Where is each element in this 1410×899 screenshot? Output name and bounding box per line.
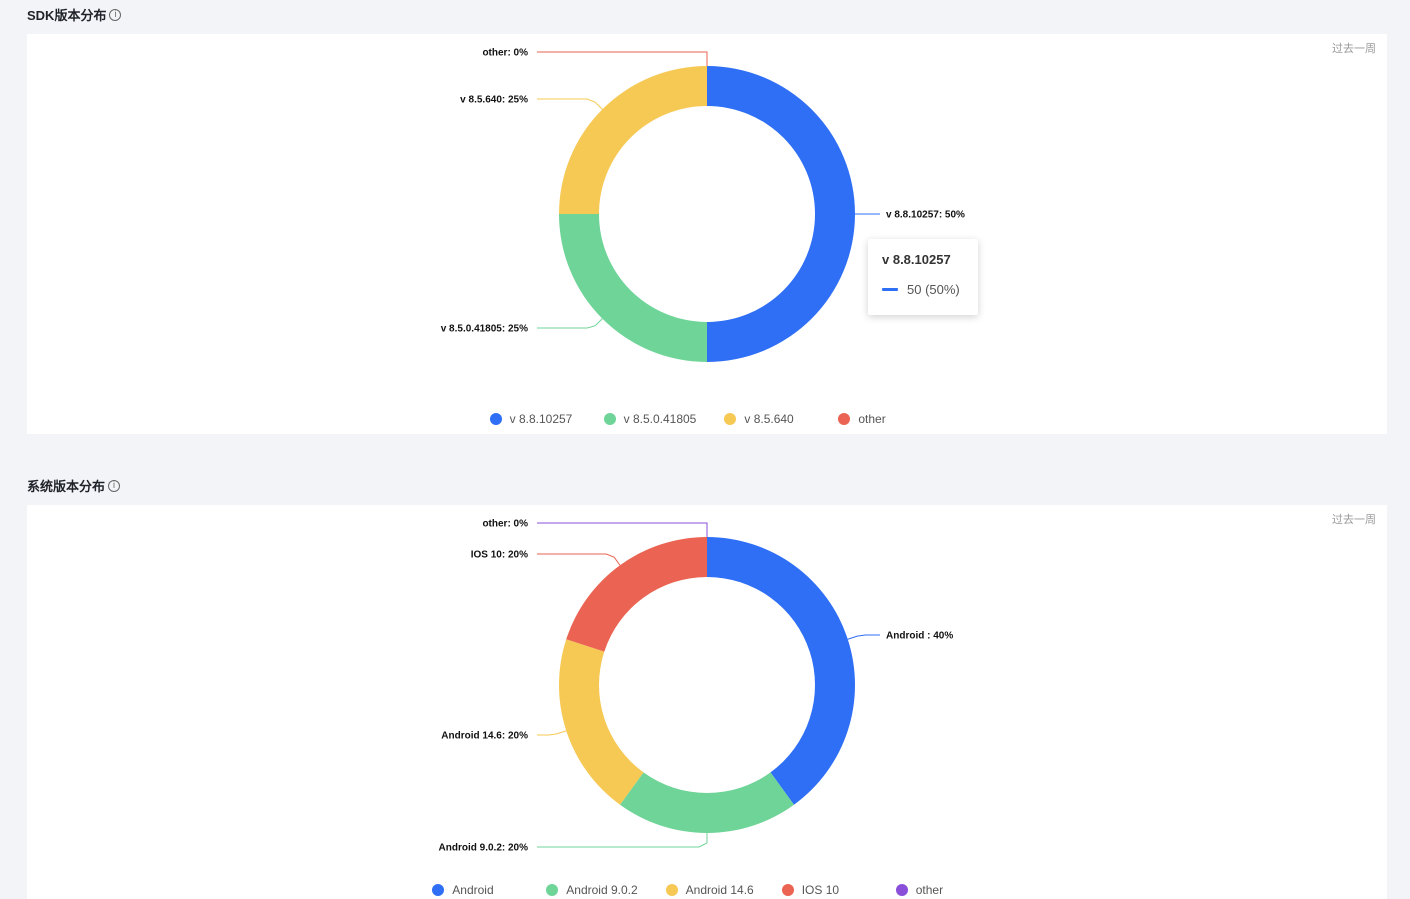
slice-label: Android 14.6: 20% [441,731,528,742]
legend-item[interactable]: other [895,883,982,897]
period-selector[interactable]: 过去一周 [1332,514,1376,526]
slice-label: other: 0% [482,519,528,530]
legend-dot-icon [895,884,908,896]
legend-item[interactable]: Android [432,883,518,897]
sdk-legend: v 8.8.10257 v 8.5.0.41805 v 8.5.640 other [27,412,1387,426]
legend-dot-icon [724,413,737,425]
legend-dot-icon [432,884,445,896]
leader-line [537,98,603,110]
legend-label: Android [452,883,494,897]
legend-item[interactable]: v 8.8.10257 [489,412,576,426]
donut-slice[interactable] [566,537,707,652]
system-legend: Android Android 9.0.2 Android 14.6 IOS 10 ot… [27,883,1387,897]
system-section-title: 系统版本分布 i [27,476,121,495]
sdk-title-text: SDK版本分布 [27,8,107,23]
legend-dot-icon [603,413,616,425]
legend-label: v 8.8.10257 [509,412,573,426]
leader-line [847,634,880,640]
legend-dot-icon [838,413,851,425]
leader-line [537,318,603,329]
leader-line [537,553,621,566]
leader-line [537,833,708,848]
slice-label: IOS 10: 20% [471,550,528,561]
donut-slice[interactable] [707,66,855,362]
system-title-text: 系统版本分布 [27,479,106,494]
legend-label: other [915,883,944,897]
slice-label: other: 0% [482,48,528,59]
legend-label: IOS 10 [801,883,840,897]
sdk-section-title: SDK版本分布 i [27,5,122,24]
legend-dot-icon [546,884,559,896]
donut-slice[interactable] [559,66,707,214]
legend-item[interactable]: Android 14.6 [665,883,754,897]
legend-label: Android 9.0.2 [566,883,638,897]
sdk-donut-chart: v 8.8.10257: 50% v 8.5.0.41805: 25% v 8.5.… [441,48,965,362]
info-icon[interactable]: i [109,8,122,21]
slice-label: v 8.5.0.41805: 25% [441,324,528,335]
donut-slice[interactable] [707,537,855,805]
chart-tooltip: v 8.8.10257 50 (50%) [868,239,978,315]
slice-label: Android : 40% [886,631,953,642]
legend-item[interactable]: v 8.5.0.41805 [603,412,697,426]
leader-line [537,522,708,537]
system-chart-card: 过去一周 Android : 40% Android 9.0.2: 20% Andr… [27,505,1387,899]
slice-label: v 8.5.640: 25% [460,95,528,106]
legend-item[interactable]: Android 9.0.2 [546,883,638,897]
slice-label: v 8.8.10257: 50% [886,210,965,221]
legend-item[interactable]: IOS 10 [781,883,868,897]
leader-line [537,51,708,66]
sdk-chart-card: 过去一周 v 8.8.10257: 50% v 8.5.0.41805: 25% v… [27,34,1387,434]
legend-label: Android 14.6 [685,883,754,897]
tooltip-title: v 8.8.10257 [882,252,951,267]
donut-slice[interactable] [620,772,794,833]
legend-label: other [858,412,886,426]
legend-label: v 8.5.0.41805 [623,412,697,426]
legend-item[interactable]: v 8.5.640 [724,412,810,426]
tooltip-row: 50 (50%) [882,282,960,297]
slice-label: Android 9.0.2: 20% [439,843,529,854]
period-selector[interactable]: 过去一周 [1332,43,1376,55]
legend-label: v 8.5.640 [744,412,794,426]
tooltip-value: 50 (50%) [907,282,960,297]
legend-item[interactable]: other [838,412,924,426]
legend-dot-icon [489,413,502,425]
legend-dot-icon [665,884,678,896]
donut-slice[interactable] [559,639,644,805]
system-donut-chart: Android : 40% Android 9.0.2: 20% Android 1… [439,519,954,854]
tooltip-swatch [882,288,898,291]
donut-slice[interactable] [559,214,707,362]
legend-dot-icon [781,884,794,896]
leader-line [537,730,567,736]
info-icon[interactable]: i [108,479,121,492]
